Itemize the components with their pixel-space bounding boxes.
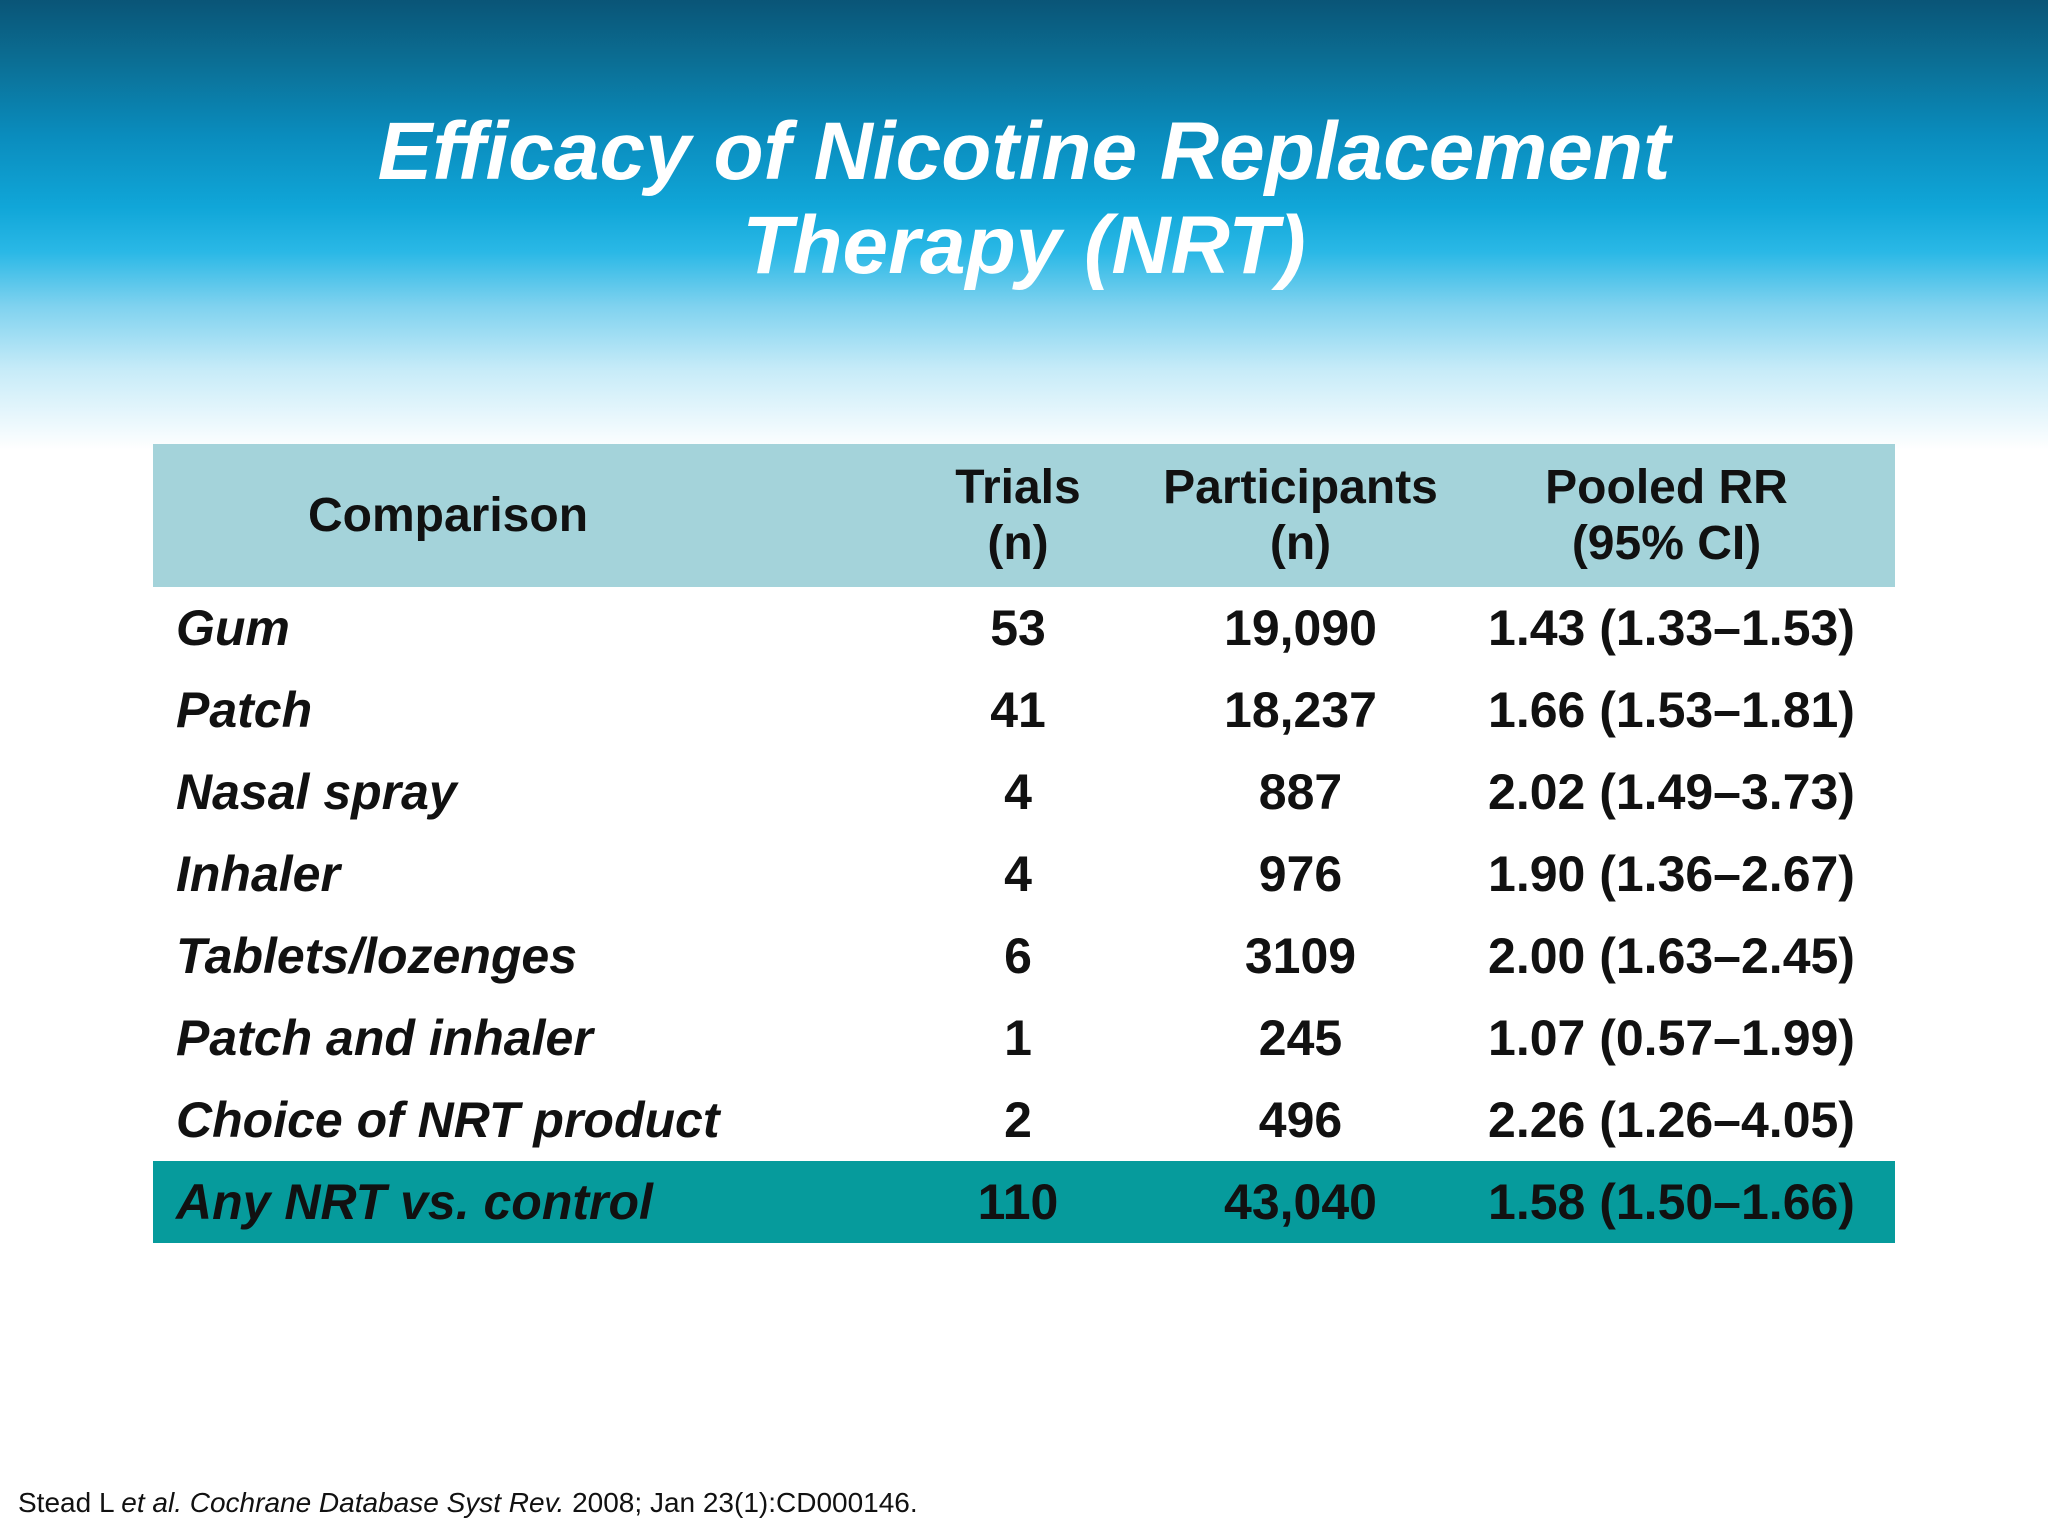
cell-trials: 2: [1004, 1092, 1032, 1148]
cell-participants: 496: [1258, 1092, 1343, 1148]
cell-comparison: Gum: [176, 600, 290, 656]
header-pooled-rr-line-2: (95% CI): [1571, 516, 1762, 570]
total-trials: 110: [977, 1174, 1059, 1230]
slide-title-line-1: Efficacy of Nicotine Replacement: [377, 106, 1671, 197]
cell-participants: 19,090: [1224, 600, 1377, 656]
cell-comparison: Tablets/lozenges: [176, 928, 578, 984]
cell-comparison: Patch and inhaler: [176, 1010, 593, 1066]
citation-footnote: Stead L et al. Cochrane Database Syst Re…: [18, 1487, 918, 1519]
total-pooled-rr: 1.58 (1.50–1.66): [1488, 1174, 1855, 1230]
cell-pooled-rr: 2.26 (1.26–4.05): [1488, 1092, 1855, 1148]
citation-journal: Cochrane Database Syst Rev.: [181, 1487, 565, 1518]
citation-etal: et al.: [121, 1487, 182, 1518]
table-row: Tablets/lozenges 6 3109 2.00 (1.63–2.45): [153, 915, 1895, 997]
cell-trials: 4: [1004, 764, 1032, 820]
cell-participants: 3109: [1244, 928, 1357, 984]
cell-participants: 976: [1258, 846, 1343, 902]
header-participants-line-2: (n): [1269, 516, 1332, 570]
table-total-row: Any NRT vs. control 110 43,040 1.58 (1.5…: [153, 1161, 1895, 1243]
cell-pooled-rr: 1.43 (1.33–1.53): [1488, 600, 1855, 656]
header-pooled-rr: Pooled RR (95% CI): [1438, 444, 1895, 587]
table-row: Patch 41 18,237 1.66 (1.53–1.81): [153, 669, 1895, 751]
efficacy-table-container: Comparison Trials (n) Participants (n) P…: [153, 444, 1895, 1243]
table-row: Nasal spray 4 887 2.02 (1.49–3.73): [153, 751, 1895, 833]
header-pooled-rr-line-1: Pooled RR: [1545, 460, 1788, 514]
citation-details: 2008; Jan 23(1):CD000146.: [564, 1487, 918, 1518]
header-participants-line-1: Participants: [1163, 460, 1438, 514]
table-header-row: Comparison Trials (n) Participants (n) P…: [153, 444, 1895, 587]
efficacy-table: Comparison Trials (n) Participants (n) P…: [153, 444, 1895, 1243]
cell-pooled-rr: 1.07 (0.57–1.99): [1488, 1010, 1855, 1066]
cell-trials: 4: [1004, 846, 1032, 902]
header-comparison: Comparison: [307, 488, 589, 542]
header-trials-line-1: Trials: [955, 460, 1081, 514]
cell-participants: 887: [1258, 764, 1343, 820]
cell-participants: 245: [1258, 1010, 1343, 1066]
title-banner: [0, 0, 2048, 450]
cell-participants: 18,237: [1224, 682, 1377, 738]
cell-comparison: Nasal spray: [176, 764, 457, 820]
cell-trials: 6: [1004, 928, 1032, 984]
cell-pooled-rr: 2.00 (1.63–2.45): [1488, 928, 1855, 984]
cell-trials: 1: [1004, 1010, 1032, 1066]
header-trials: Trials (n): [873, 444, 1163, 587]
total-participants: 43,040: [1224, 1174, 1377, 1230]
cell-comparison: Inhaler: [176, 846, 340, 902]
slide-title: Efficacy of Nicotine Replacement Therapy…: [0, 105, 2048, 293]
cell-trials: 53: [990, 600, 1046, 656]
table-row: Inhaler 4 976 1.90 (1.36–2.67): [153, 833, 1895, 915]
table-row: Choice of NRT product 2 496 2.26 (1.26–4…: [153, 1079, 1895, 1161]
cell-comparison: Choice of NRT product: [176, 1092, 720, 1148]
slide-title-line-2: Therapy (NRT): [742, 200, 1306, 291]
cell-pooled-rr: 2.02 (1.49–3.73): [1488, 764, 1855, 820]
header-participants: Participants (n): [1163, 444, 1438, 587]
cell-trials: 41: [990, 682, 1046, 738]
table-row: Gum 53 19,090 1.43 (1.33–1.53): [153, 587, 1895, 669]
header-trials-line-2: (n): [987, 516, 1049, 570]
cell-pooled-rr: 1.66 (1.53–1.81): [1488, 682, 1855, 738]
citation-author: Stead L: [18, 1487, 122, 1518]
cell-pooled-rr: 1.90 (1.36–2.67): [1488, 846, 1855, 902]
table-row: Patch and inhaler 1 245 1.07 (0.57–1.99): [153, 997, 1895, 1079]
total-comparison: Any NRT vs. control: [176, 1174, 653, 1230]
cell-comparison: Patch: [176, 682, 313, 738]
